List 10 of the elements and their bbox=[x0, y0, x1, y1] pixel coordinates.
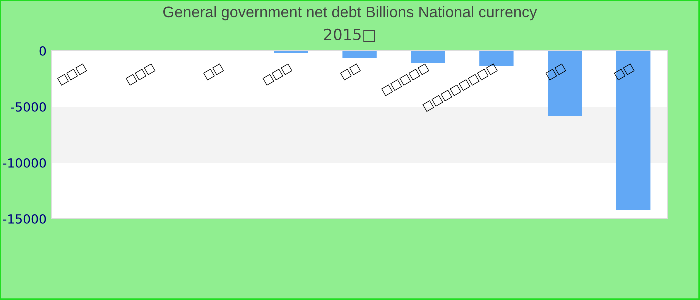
x-tick-label: □□ bbox=[546, 64, 566, 81]
chart-subtitle: 2015□ bbox=[324, 28, 376, 42]
y-tick-label: -10000 bbox=[3, 158, 46, 168]
x-tick-label: □□ bbox=[340, 64, 362, 81]
y-tick-label: -5000 bbox=[11, 102, 46, 112]
chart-title: General government net debt Billions National currency bbox=[164, 6, 538, 21]
y-tick-label: -15000 bbox=[3, 214, 46, 224]
x-tick-label: □□ bbox=[203, 64, 224, 81]
y-tick-label: 0 bbox=[40, 46, 46, 56]
x-tick-label: □□ bbox=[614, 64, 635, 81]
